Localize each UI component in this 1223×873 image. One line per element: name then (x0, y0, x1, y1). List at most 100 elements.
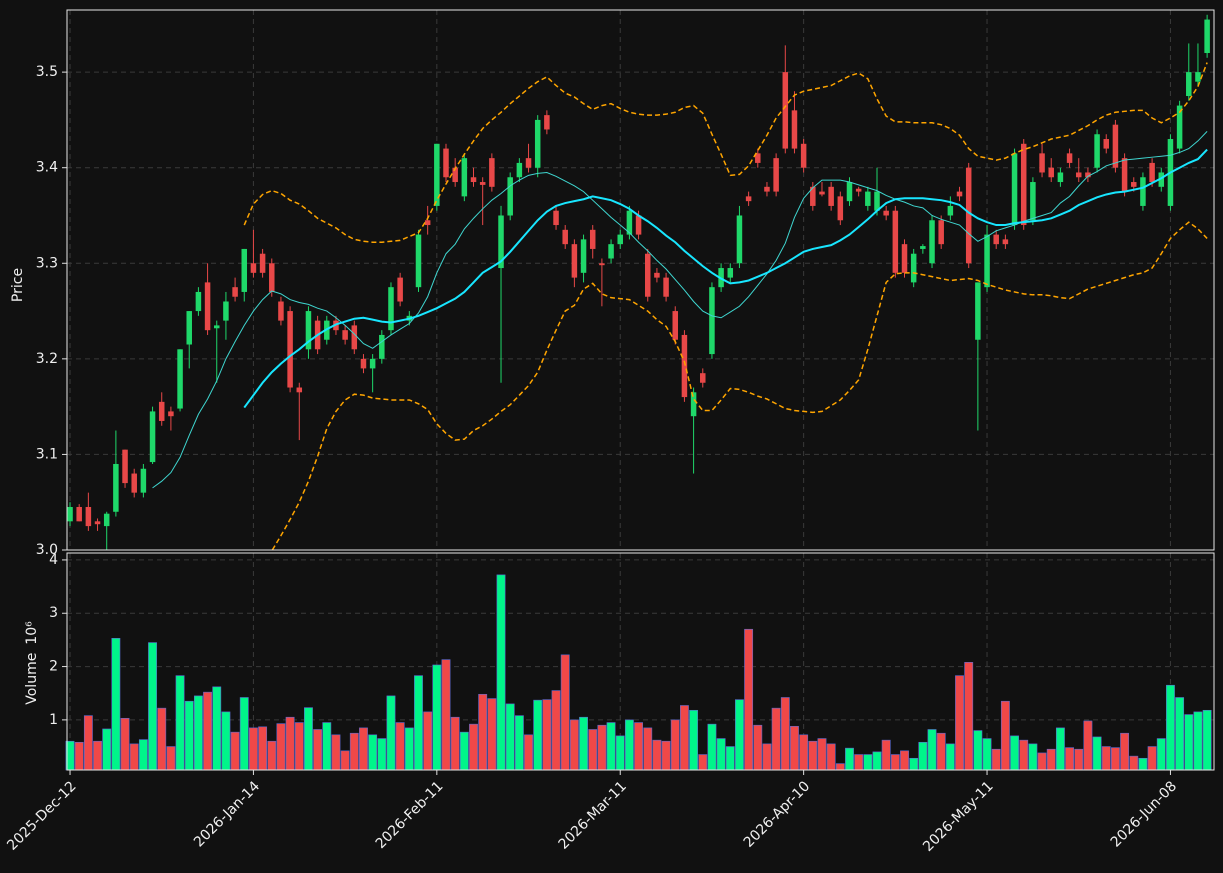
volume-bar (175, 675, 185, 771)
candle-body (534, 119, 541, 168)
volume-label: Volume (24, 653, 40, 705)
candle-body (452, 167, 458, 183)
candle-body (204, 282, 211, 331)
candle-body (434, 143, 440, 206)
volume-bar (533, 699, 543, 771)
candle-body (186, 311, 192, 345)
volume-bar (1110, 747, 1120, 771)
volume-bar (212, 686, 222, 771)
candle-body (213, 325, 220, 329)
volume-bar (835, 763, 845, 771)
candle-body (589, 229, 596, 249)
volume-bar (148, 642, 157, 771)
candle-body (544, 115, 550, 130)
y-tick-label: 3 (49, 605, 58, 621)
indicator-line (243, 62, 1208, 243)
volume-bar (377, 738, 387, 771)
volume-bar (404, 727, 414, 771)
volume-bar (469, 723, 478, 771)
candle-body (1149, 162, 1155, 183)
volume-bar (487, 698, 497, 771)
candle-body (635, 215, 642, 235)
volume-bar (735, 699, 744, 771)
candle-body (626, 210, 633, 235)
candle-body (745, 196, 752, 202)
volume-bar (1074, 748, 1084, 771)
volume-bar (1010, 735, 1019, 771)
volume-bar (1156, 738, 1166, 771)
volume-bar (432, 664, 442, 771)
indicator-line (271, 221, 1208, 550)
candle-body (975, 282, 981, 340)
volume-bar (276, 723, 286, 771)
volume-bar (1092, 736, 1102, 771)
volume-bar (239, 697, 249, 771)
volume-bar (661, 740, 671, 771)
volume-bar (542, 699, 552, 771)
volume-bar (478, 693, 488, 771)
volume-bar (817, 738, 827, 771)
volume-bar (945, 743, 955, 771)
volume-bar (184, 700, 194, 771)
candle-body (700, 373, 706, 383)
volume-bar (230, 731, 240, 771)
candle-body (296, 387, 303, 393)
volume-bar (294, 722, 304, 771)
candle-body (1112, 124, 1119, 168)
volume-bar (1055, 727, 1065, 771)
volume-bar (1166, 684, 1175, 771)
volume-bar (1037, 752, 1047, 771)
volume-bar (762, 743, 772, 771)
candle-body (837, 196, 844, 221)
volume-bar (93, 740, 102, 771)
volume-bar (450, 716, 460, 771)
volume-bar (551, 690, 561, 771)
volume-bar (129, 743, 139, 771)
volume-bar (973, 730, 983, 771)
volume-bar (203, 691, 213, 771)
price-frame (66, 9, 1215, 551)
candle-body (232, 287, 238, 297)
candle-body (223, 301, 229, 321)
candle-body (1195, 72, 1201, 82)
volume-bar (689, 709, 699, 771)
candle-body (1094, 134, 1100, 168)
candle-body (369, 358, 376, 369)
price-axis-label: Price (10, 268, 26, 302)
y-tick-label: 3.0 (36, 542, 58, 558)
candle-body (755, 153, 761, 163)
volume-bar (615, 735, 625, 771)
volume-bar (313, 729, 323, 771)
volume-bar (652, 739, 662, 771)
volume-bar (982, 738, 992, 771)
candle-body (810, 186, 816, 206)
candle-body (397, 277, 403, 302)
candle-body (278, 301, 284, 321)
volume-bar (441, 659, 451, 771)
volume-bar (560, 654, 570, 771)
y-tick-label: 3.3 (36, 255, 58, 271)
candle-body (241, 248, 248, 292)
volume-bar (1147, 746, 1157, 771)
candle-body (1066, 153, 1073, 163)
indicator-line (152, 131, 1208, 489)
volume-bar (716, 738, 726, 771)
y-tick-label: 3.5 (36, 64, 58, 80)
candle-body (351, 325, 358, 350)
volume-bar (826, 743, 836, 771)
volume-bar (890, 754, 900, 771)
volume-bar (634, 722, 644, 771)
candle-body (736, 215, 743, 264)
candle-body (800, 143, 807, 168)
candle-body (608, 244, 614, 259)
volume-bar (872, 751, 882, 771)
y-tick-label: 4 (49, 552, 58, 568)
candle-body (828, 186, 834, 206)
volume-bar (1101, 746, 1111, 771)
y-tick-label: 3.1 (36, 446, 58, 462)
volume-bar (780, 697, 790, 771)
candle-body (94, 521, 101, 525)
candle-body (553, 210, 559, 226)
candle-body (158, 401, 165, 421)
candle-body (525, 158, 532, 168)
